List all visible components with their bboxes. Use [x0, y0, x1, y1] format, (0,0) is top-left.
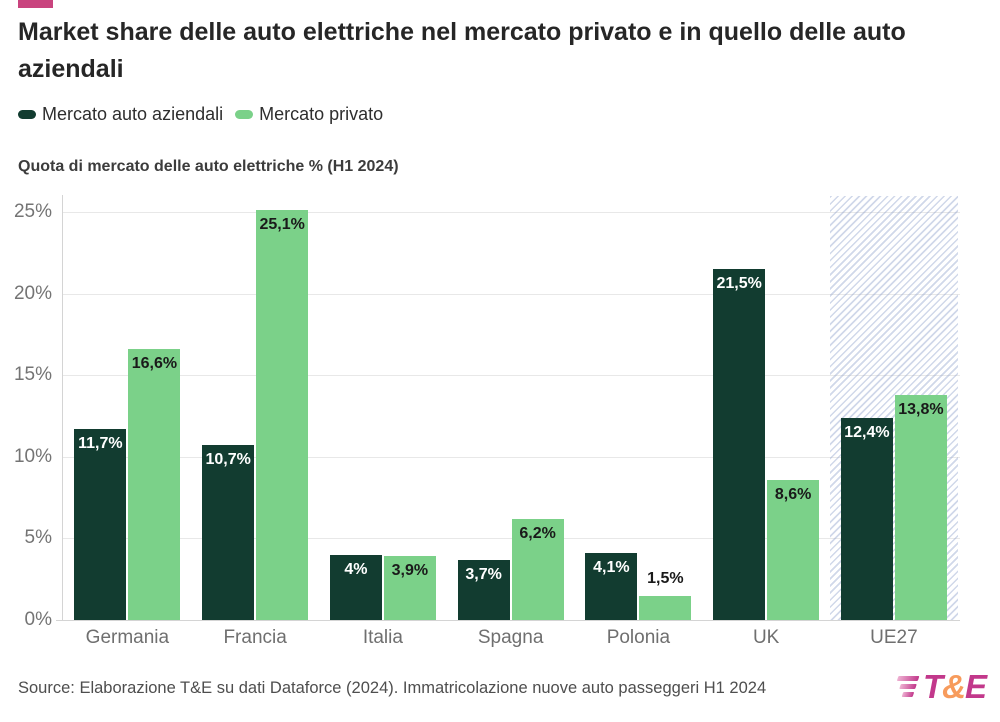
bar-value-label: 12,4% [844, 423, 890, 441]
logo-ampersand: & [942, 668, 966, 705]
chart-subtitle: Quota di mercato delle auto elettriche %… [18, 158, 399, 175]
bar-uk-aziendali [713, 269, 766, 620]
bar-value-label: 13,8% [898, 400, 944, 418]
bar-italia-aziendali [329, 554, 382, 620]
bar-ue27-privato [894, 394, 947, 620]
bar-value-label: 4% [344, 560, 368, 578]
logo-letter-t: T [922, 668, 943, 705]
brand-accent-bar [18, 0, 53, 8]
legend-item-privato: Mercato privato [235, 104, 383, 125]
bar-germania-privato [128, 349, 181, 620]
tne-logo-text: T&E [922, 668, 987, 705]
tne-logo: T&E [892, 668, 987, 705]
bar-value-label: 4,1% [593, 559, 630, 577]
x-category-label-spagna: Spagna [477, 627, 544, 648]
bar-value-label: 6,2% [519, 524, 556, 542]
y-tick-label: 5% [24, 527, 52, 549]
bar-value-label: 25,1% [259, 216, 305, 234]
grid-line [62, 212, 960, 213]
x-category-label-francia: Francia [223, 627, 287, 648]
page-title: Market share delle auto elettriche nel m… [18, 18, 906, 83]
bar-spagna-aziendali [457, 559, 510, 620]
bar-francia-aziendali [202, 445, 255, 620]
legend-swatch-aziendali [18, 110, 36, 119]
bar-value-label: 16,6% [131, 355, 178, 373]
x-category-label-polonia: Polonia [606, 627, 671, 648]
bar-value-label: 11,7% [78, 435, 123, 453]
bar-value-label: 3,9% [391, 562, 429, 580]
x-axis-line [56, 620, 960, 621]
legend-swatch-privato [235, 110, 254, 119]
chart-legend: Mercato auto aziendali Mercato privato [18, 104, 383, 125]
bar-spagna-privato [511, 518, 564, 620]
bar-francia-privato [256, 210, 309, 620]
logo-letter-e: E [964, 668, 987, 705]
source-caption: Source: Elaborazione T&E su dati Datafor… [18, 679, 767, 697]
x-category-label-italia: Italia [362, 627, 403, 648]
legend-label-privato: Mercato privato [259, 104, 384, 124]
x-category-label-ue27: UE27 [870, 627, 918, 648]
x-category-label-germania: Germania [85, 627, 170, 648]
y-tick-label: 20% [13, 282, 52, 304]
y-axis-line [62, 195, 63, 620]
grid-line [62, 375, 960, 377]
y-tick-label: 10% [13, 445, 52, 467]
grid-line [62, 538, 960, 540]
bar-value-label: 21,5% [716, 275, 762, 293]
x-category-label-uk: UK [752, 627, 780, 648]
bar-value-label: 8,6% [774, 485, 812, 503]
legend-item-aziendali: Mercato auto aziendali [18, 104, 223, 125]
bar-value-label: 3,7% [465, 565, 502, 583]
legend-label-aziendali: Mercato auto aziendali [42, 104, 224, 124]
y-tick-label: 15% [13, 364, 52, 386]
grid-line [62, 456, 960, 458]
tne-logo-icon [892, 676, 920, 697]
y-tick-label: 25% [13, 201, 52, 222]
bar-germania-aziendali [74, 429, 127, 620]
bar-polonia-aziendali [585, 553, 638, 620]
y-tick-label: 0% [24, 609, 52, 630]
bar-polonia-privato [639, 595, 692, 620]
bar-uk-privato [767, 479, 820, 620]
bar-ue27-aziendali [840, 417, 893, 620]
grid-line [62, 293, 960, 295]
bar-value-label: 10,7% [205, 451, 251, 469]
bar-value-label: 1,5% [647, 569, 684, 587]
bar-italia-privato [383, 556, 436, 620]
